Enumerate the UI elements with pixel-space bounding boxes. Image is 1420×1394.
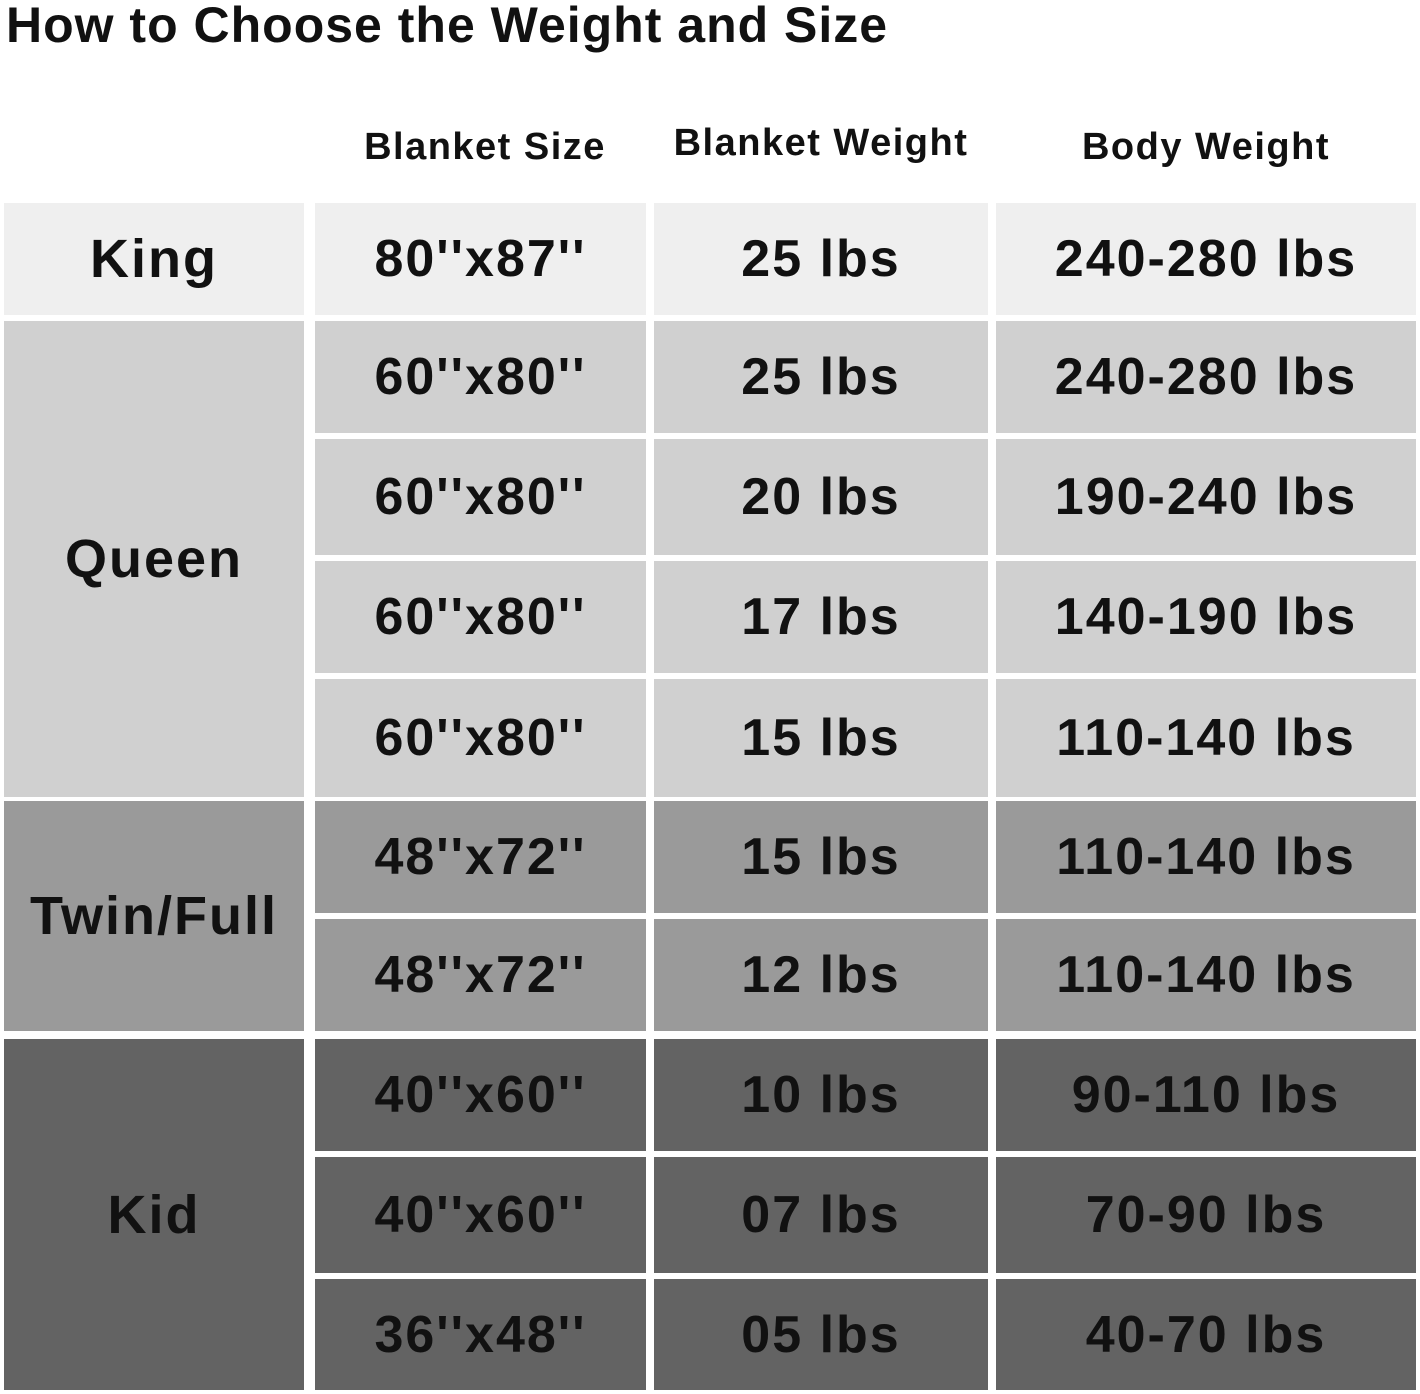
body-weight-cell: 110-140 lbs — [996, 801, 1416, 913]
size-cell: 48''x72'' — [315, 801, 646, 913]
blanket-weight-cell: 20 lbs — [654, 439, 988, 555]
header-body-weight: Body Weight — [1081, 126, 1330, 168]
body-weight-cell: 140-190 lbs — [996, 561, 1416, 673]
group-label: Twin/Full — [4, 801, 304, 1031]
group-label: Queen — [4, 321, 304, 797]
size-cell: 40''x60'' — [315, 1157, 646, 1273]
group-label: Kid — [4, 1039, 304, 1390]
body-weight-cell: 70-90 lbs — [996, 1157, 1416, 1273]
size-cell: 48''x72'' — [315, 919, 646, 1031]
group-label: King — [4, 203, 304, 315]
blanket-weight-cell: 10 lbs — [654, 1039, 988, 1151]
size-cell: 36''x48'' — [315, 1279, 646, 1390]
header-blanket-weight: Blanket Weight — [673, 122, 969, 164]
size-cell: 60''x80'' — [315, 679, 646, 797]
body-weight-cell: 110-140 lbs — [996, 679, 1416, 797]
body-weight-cell: 240-280 lbs — [996, 321, 1416, 433]
blanket-weight-cell: 25 lbs — [654, 203, 988, 315]
body-weight-cell: 90-110 lbs — [996, 1039, 1416, 1151]
body-weight-cell: 240-280 lbs — [996, 203, 1416, 315]
body-weight-cell: 40-70 lbs — [996, 1279, 1416, 1390]
blanket-weight-cell: 25 lbs — [654, 321, 988, 433]
blanket-weight-cell: 15 lbs — [654, 801, 988, 913]
header-blanket-size: Blanket Size — [364, 126, 606, 168]
page-title: How to Choose the Weight and Size — [6, 0, 889, 53]
blanket-weight-cell: 05 lbs — [654, 1279, 988, 1390]
blanket-weight-cell: 15 lbs — [654, 679, 988, 797]
blanket-weight-cell: 07 lbs — [654, 1157, 988, 1273]
blanket-weight-cell: 17 lbs — [654, 561, 988, 673]
body-weight-cell: 110-140 lbs — [996, 919, 1416, 1031]
size-cell: 60''x80'' — [315, 561, 646, 673]
body-weight-cell: 190-240 lbs — [996, 439, 1416, 555]
size-cell: 80''x87'' — [315, 203, 646, 315]
size-cell: 40''x60'' — [315, 1039, 646, 1151]
blanket-weight-cell: 12 lbs — [654, 919, 988, 1031]
size-cell: 60''x80'' — [315, 439, 646, 555]
size-cell: 60''x80'' — [315, 321, 646, 433]
